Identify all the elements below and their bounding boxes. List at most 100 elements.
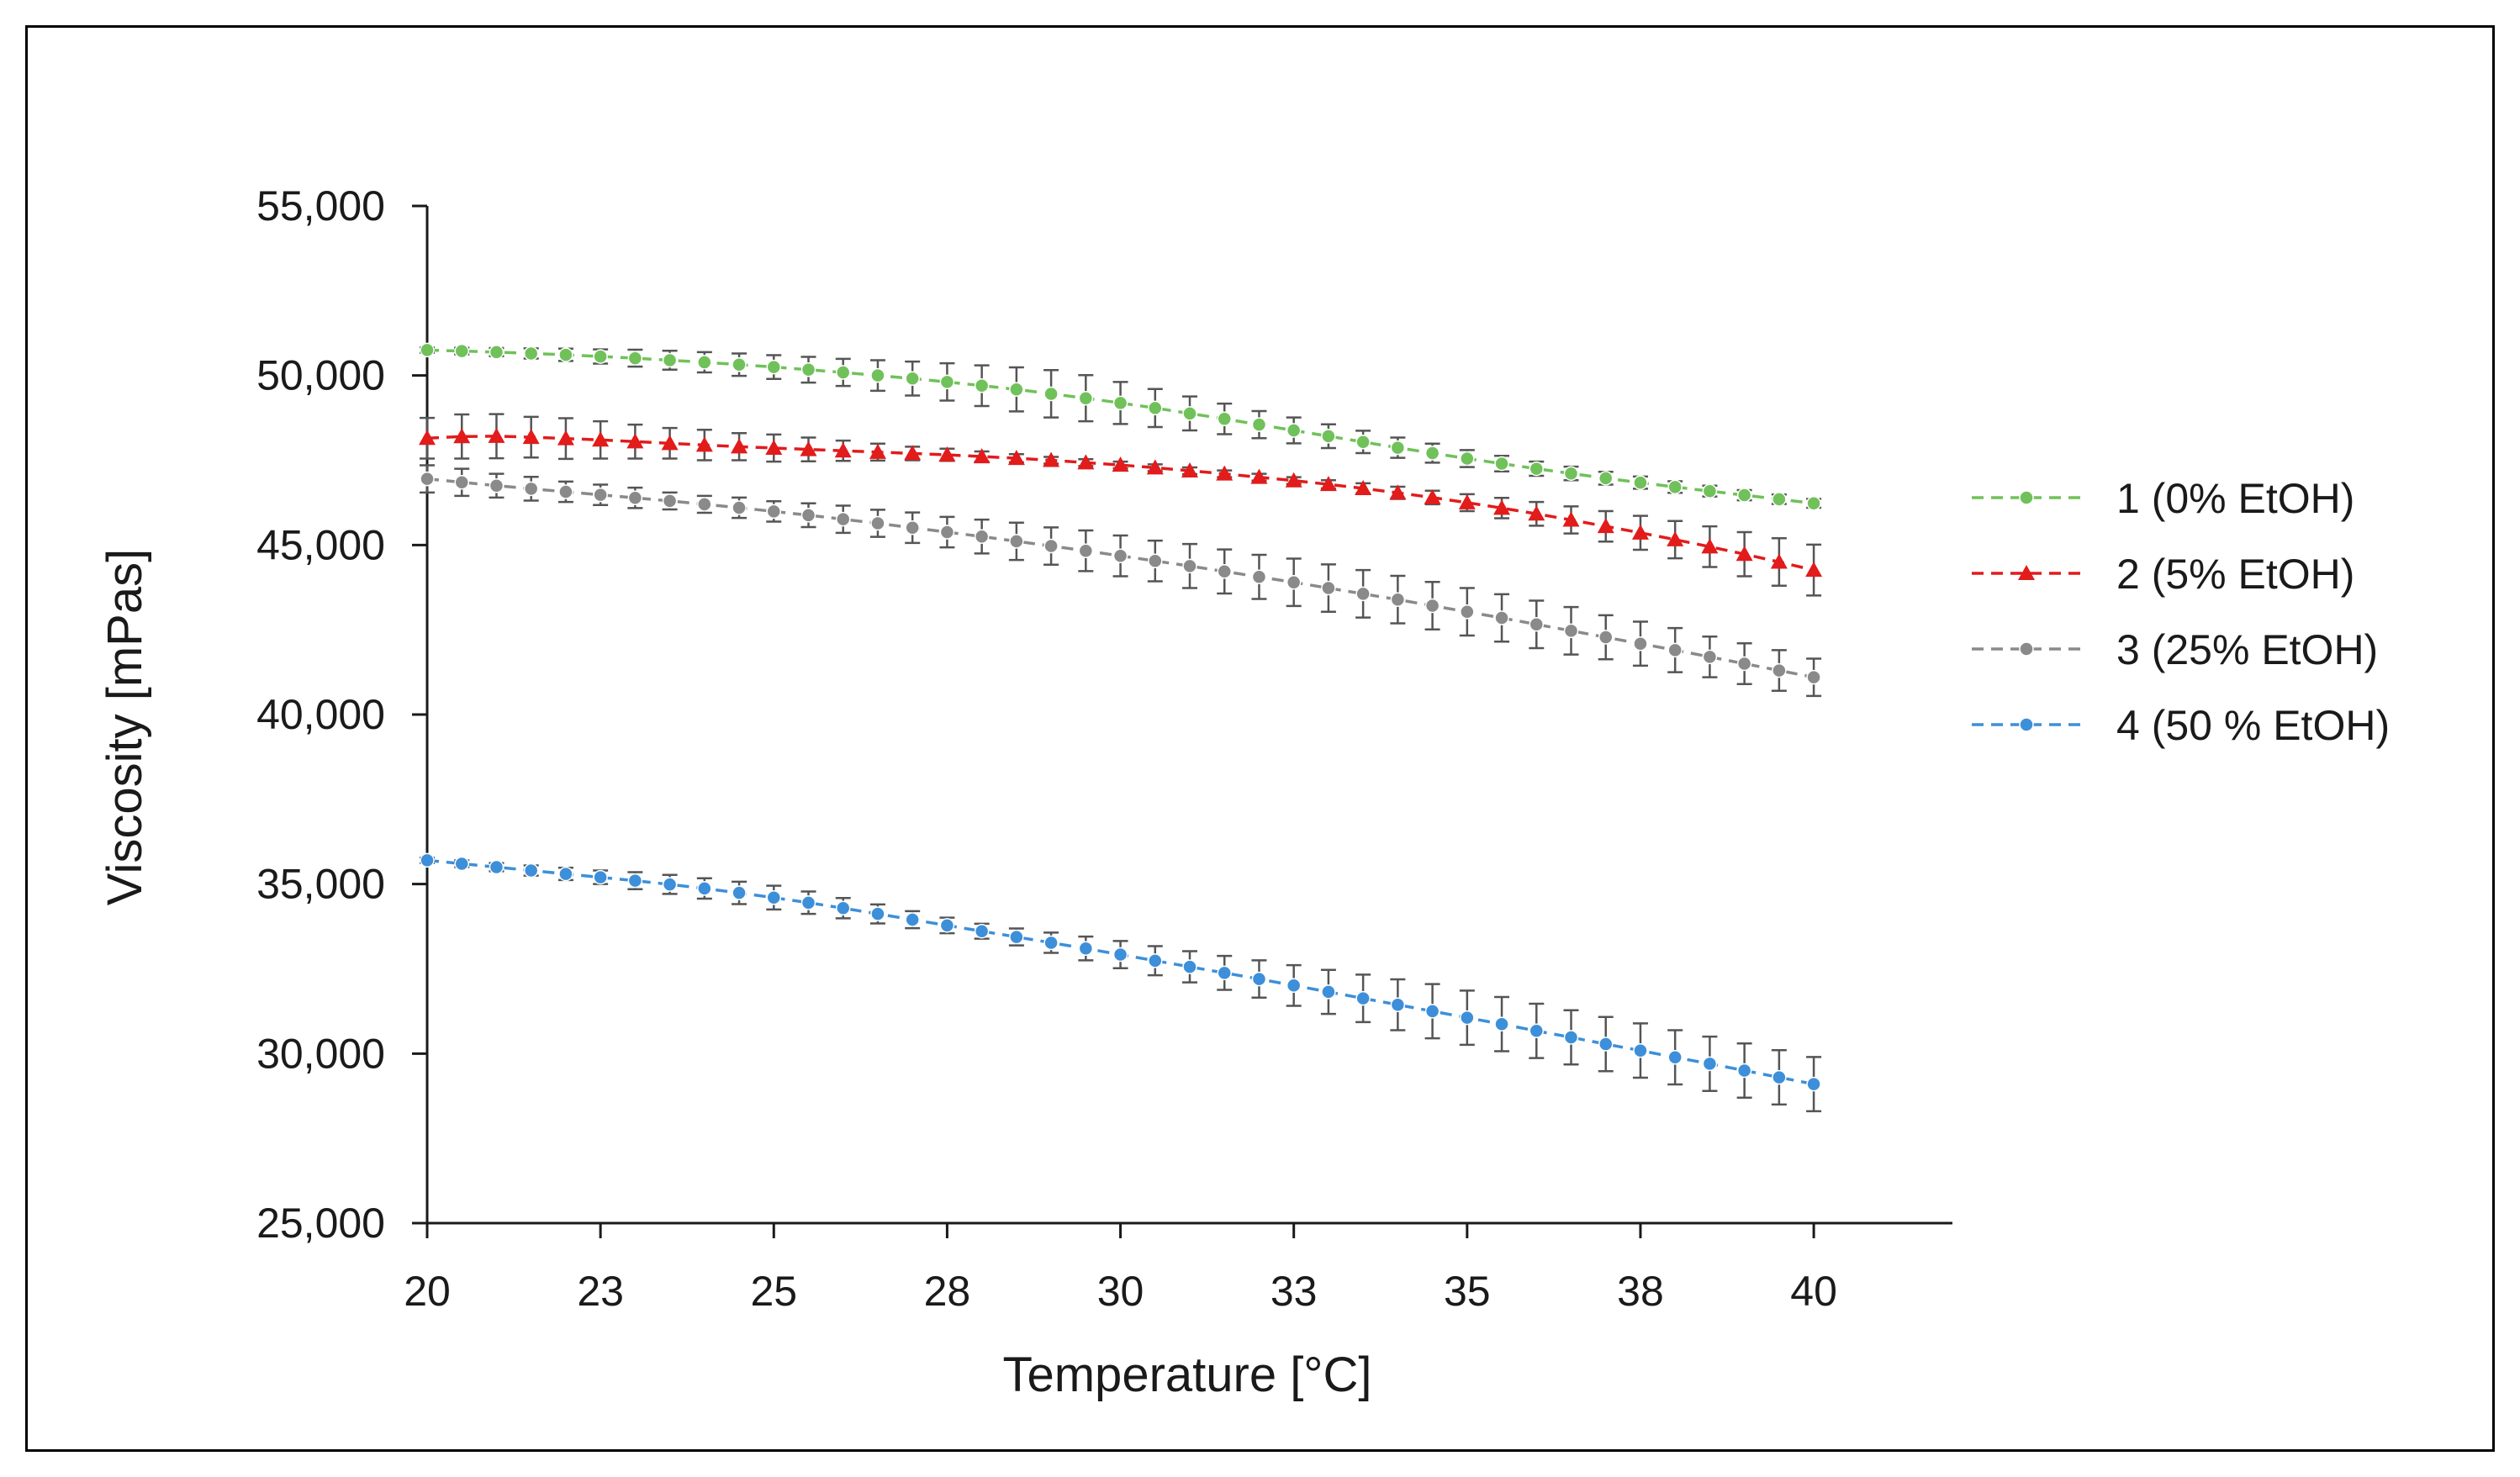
data-point	[1562, 511, 1580, 527]
data-point	[1251, 417, 1267, 432]
data-point	[835, 900, 851, 916]
data-point	[835, 365, 851, 380]
data-point	[1286, 574, 1302, 590]
data-point	[1216, 465, 1234, 481]
data-point	[1770, 553, 1788, 569]
legend-label: 3 (25% EtOH)	[2116, 626, 2378, 673]
data-point	[1806, 1076, 1821, 1092]
data-point	[1182, 959, 1197, 974]
data-point	[1148, 953, 1163, 968]
data-point	[765, 439, 783, 455]
y-tick-label: 35,000	[256, 861, 385, 908]
data-point	[870, 367, 885, 383]
data-point	[766, 359, 782, 375]
data-point	[1563, 623, 1579, 639]
legend-marker	[2019, 490, 2034, 505]
data-point	[904, 445, 922, 461]
data-point	[1631, 524, 1649, 540]
data-point	[1182, 558, 1197, 574]
data-point	[419, 430, 436, 446]
data-point	[420, 852, 435, 868]
data-point	[1563, 466, 1579, 481]
data-point	[1494, 456, 1509, 472]
x-tick-label: 28	[924, 1268, 971, 1315]
data-point	[662, 352, 678, 368]
data-point	[1321, 984, 1336, 1000]
data-point	[1355, 479, 1372, 495]
data-point	[1217, 564, 1232, 579]
data-point	[1390, 440, 1406, 456]
data-point	[662, 877, 678, 892]
data-point	[1007, 450, 1025, 466]
data-point	[1078, 390, 1094, 406]
data-point	[1250, 468, 1268, 484]
data-point	[1217, 965, 1232, 981]
data-point	[974, 923, 990, 939]
data-point	[662, 493, 678, 509]
data-point	[766, 504, 782, 520]
data-point	[1319, 476, 1337, 492]
data-point	[627, 873, 643, 889]
data-point	[1078, 543, 1094, 558]
x-tick-label: 38	[1617, 1268, 1664, 1315]
data-point	[1043, 538, 1059, 554]
y-tick-label: 40,000	[256, 691, 385, 738]
data-point	[1493, 499, 1511, 515]
data-point	[1424, 1004, 1440, 1019]
data-point	[1112, 395, 1128, 411]
data-point	[488, 427, 505, 443]
y-tick-label: 55,000	[256, 182, 385, 229]
data-point	[1424, 488, 1441, 504]
data-point	[905, 520, 920, 535]
data-point	[557, 430, 574, 446]
data-point	[800, 362, 816, 377]
data-point	[732, 885, 747, 900]
data-point	[695, 436, 713, 452]
data-point	[1633, 475, 1648, 490]
data-point	[627, 490, 643, 506]
data-point	[626, 433, 644, 449]
data-point	[869, 443, 886, 459]
data-point	[1667, 530, 1684, 546]
x-tick-label: 30	[1097, 1268, 1144, 1315]
data-point	[973, 448, 991, 464]
data-point	[1598, 630, 1614, 645]
data-point	[558, 484, 573, 499]
x-axis-label: Temperature [°C]	[1002, 1348, 1371, 1402]
data-point	[1458, 493, 1476, 509]
x-tick-label: 40	[1790, 1268, 1837, 1315]
data-point	[1529, 616, 1545, 632]
data-point	[1460, 1010, 1475, 1026]
legend-item-2: 2 (5% EtOH)	[1972, 551, 2354, 598]
data-point	[939, 374, 955, 390]
data-point	[732, 500, 747, 515]
y-axis-label: Viscosity [mPas]	[98, 549, 152, 905]
x-tick-label: 23	[577, 1268, 624, 1315]
data-point	[1736, 488, 1752, 503]
data-point	[1355, 586, 1371, 602]
data-point	[523, 862, 539, 878]
x-tick-label: 33	[1271, 1268, 1318, 1315]
data-point	[1633, 1042, 1648, 1058]
legend-item-4: 4 (50 % EtOH)	[1972, 702, 2390, 749]
data-point	[1667, 642, 1683, 658]
data-point	[974, 378, 990, 393]
data-point	[489, 478, 505, 493]
data-point	[593, 869, 608, 885]
data-point	[1772, 1069, 1787, 1085]
legend-label: 1 (0% EtOH)	[2116, 475, 2354, 522]
series-line	[426, 348, 1815, 505]
data-point	[1251, 971, 1267, 987]
axes	[425, 206, 1952, 1225]
data-point	[558, 866, 573, 882]
data-point	[593, 487, 608, 503]
data-point	[731, 438, 748, 454]
data-point	[1217, 411, 1232, 427]
y-tick-label: 50,000	[256, 352, 385, 399]
data-point	[558, 347, 573, 362]
series-layer	[419, 342, 1823, 1113]
data-point	[1806, 669, 1821, 685]
data-point	[1736, 656, 1752, 672]
y-tick-label: 45,000	[256, 521, 385, 568]
data-point	[1009, 534, 1024, 549]
